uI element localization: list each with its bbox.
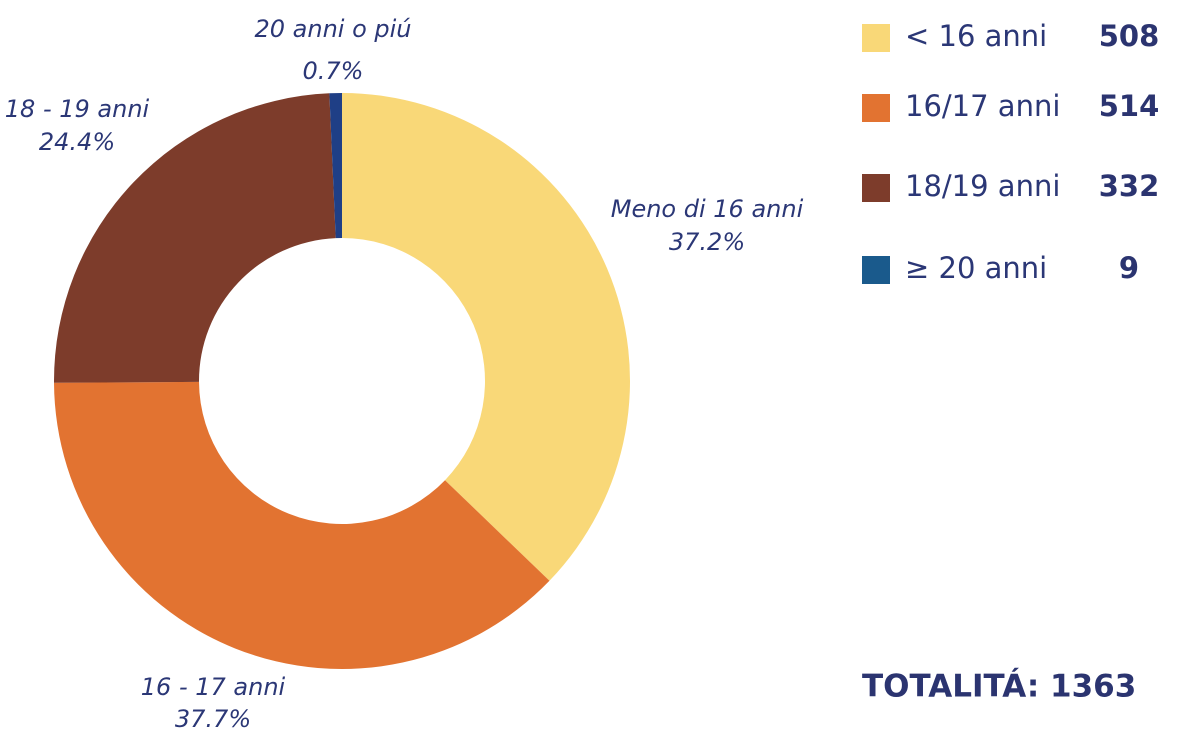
slice-value-label: 24.4% xyxy=(39,128,115,156)
legend-swatch xyxy=(862,24,890,52)
legend-label: 18/19 anni xyxy=(905,169,1060,203)
legend-count: 514 xyxy=(1099,89,1160,123)
legend-label: < 16 anni xyxy=(905,19,1047,53)
total: TOTALITÁ: 1363 xyxy=(862,669,1136,705)
legend-swatch xyxy=(862,256,890,284)
slice-value-label: 0.7% xyxy=(303,57,364,85)
slice xyxy=(53,93,336,383)
slice-value-label: 37.2% xyxy=(669,228,745,256)
legend-count: 508 xyxy=(1099,19,1160,53)
legend-swatch xyxy=(862,174,890,202)
slice xyxy=(342,93,631,581)
slice-label: 16 - 17 anni xyxy=(141,673,286,701)
legend-count: 9 xyxy=(1119,251,1139,285)
slice xyxy=(54,381,550,669)
legend-count: 332 xyxy=(1099,169,1160,203)
slice-label: 20 anni o piú xyxy=(254,15,411,43)
legend-swatch xyxy=(862,94,890,122)
slice-label: 18 - 19 anni xyxy=(5,95,150,123)
slice-value-label: 37.7% xyxy=(175,705,251,733)
legend-label: ≥ 20 anni xyxy=(905,251,1047,285)
legend-label: 16/17 anni xyxy=(905,89,1060,123)
slice-label: Meno di 16 anni xyxy=(611,195,804,223)
slice xyxy=(329,93,342,239)
